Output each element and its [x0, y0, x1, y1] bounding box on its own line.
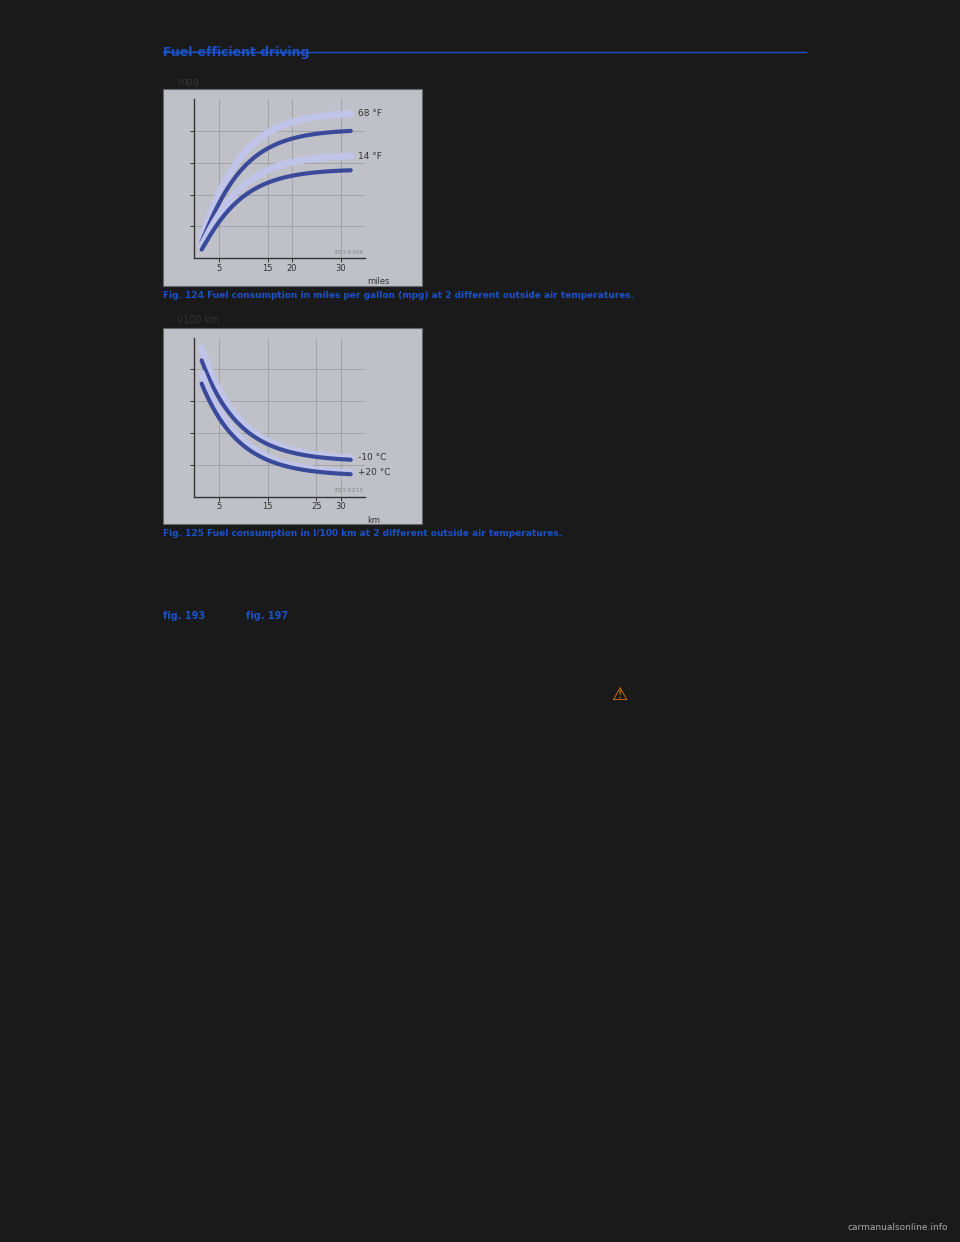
Text: B1T-0366: B1T-0366: [334, 250, 364, 255]
Text: miles: miles: [367, 277, 390, 286]
Text: mpg: mpg: [178, 77, 199, 87]
Text: fig. 197: fig. 197: [246, 611, 288, 621]
Text: km: km: [367, 515, 380, 524]
Text: fig. 193: fig. 193: [163, 611, 205, 621]
Text: +20 °C: +20 °C: [358, 468, 391, 477]
Text: 14 °F: 14 °F: [358, 152, 382, 160]
Text: carmanualsonline.info: carmanualsonline.info: [847, 1223, 948, 1232]
Text: Fuel-efficient driving: Fuel-efficient driving: [163, 46, 309, 58]
Text: B1T-0215: B1T-0215: [334, 488, 364, 493]
Text: l/100 km: l/100 km: [178, 315, 220, 325]
Text: 68 °F: 68 °F: [358, 109, 382, 118]
Text: -10 °C: -10 °C: [358, 453, 387, 462]
Bar: [163, 89, 422, 286]
Text: ⚠: ⚠: [612, 686, 628, 703]
Bar: [163, 328, 422, 524]
Text: Fig. 124 Fuel consumption in miles per gallon (mpg) at 2 different outside air t: Fig. 124 Fuel consumption in miles per g…: [163, 291, 635, 299]
Text: Fig. 125 Fuel consumption in l/100 km at 2 different outside air temperatures.: Fig. 125 Fuel consumption in l/100 km at…: [163, 529, 563, 538]
